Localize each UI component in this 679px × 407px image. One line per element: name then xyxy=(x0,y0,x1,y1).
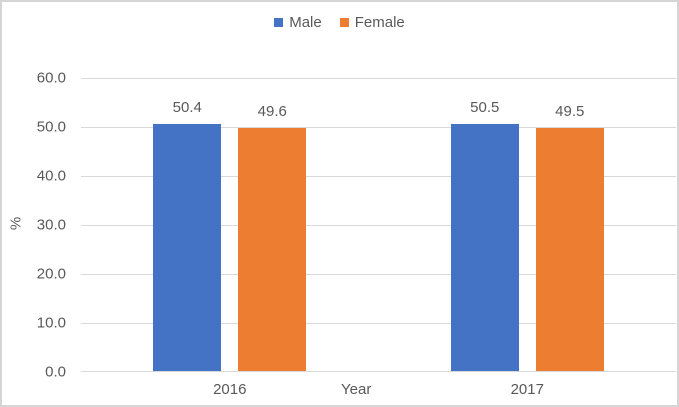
y-tick-label-60: 60.0 xyxy=(36,69,66,87)
bar-male-2016 xyxy=(153,124,222,371)
legend-item-male: Male xyxy=(274,14,322,31)
y-tick-label-20: 20.0 xyxy=(36,265,66,283)
gridline-50 xyxy=(81,127,676,128)
data-label-female-2016: 49.6 xyxy=(257,102,287,120)
gridline-20 xyxy=(81,274,676,275)
x-axis-category-labels: 2016 2017 xyxy=(81,381,676,399)
y-tick-label-30: 30.0 xyxy=(36,216,66,234)
legend-label-male: Male xyxy=(289,14,322,31)
legend-item-female: Female xyxy=(339,14,405,31)
legend-swatch-female-icon xyxy=(339,18,349,27)
gridline-30 xyxy=(81,225,676,226)
legend-swatch-male-icon xyxy=(274,18,284,27)
gridline-10 xyxy=(81,323,676,324)
bar-female-2017 xyxy=(535,128,604,371)
legend: Male Female xyxy=(2,14,677,31)
y-axis-tick-labels: 0.0 10.0 20.0 30.0 40.0 50.0 60.0 xyxy=(2,70,66,381)
y-tick-label-10: 10.0 xyxy=(36,314,66,332)
x-category-label-2016: 2016 xyxy=(213,381,247,398)
bar-female-2016 xyxy=(238,127,307,371)
data-label-male-2016: 50.4 xyxy=(172,99,202,117)
y-tick-label-50: 50.0 xyxy=(36,118,66,136)
x-axis-line xyxy=(81,371,676,372)
y-tick-label-0: 0.0 xyxy=(45,363,66,381)
gridline-60 xyxy=(81,78,676,79)
plot-area: 50.4 49.6 50.5 49.5 xyxy=(81,78,676,372)
data-label-male-2017: 50.5 xyxy=(470,98,500,116)
bar-male-2017 xyxy=(450,123,519,371)
x-category-label-2017: 2017 xyxy=(510,381,544,398)
data-label-female-2017: 49.5 xyxy=(555,103,585,121)
legend-label-female: Female xyxy=(354,14,405,31)
y-tick-label-40: 40.0 xyxy=(36,167,66,185)
gridline-40 xyxy=(81,176,676,177)
x-axis-title: Year xyxy=(341,381,372,398)
